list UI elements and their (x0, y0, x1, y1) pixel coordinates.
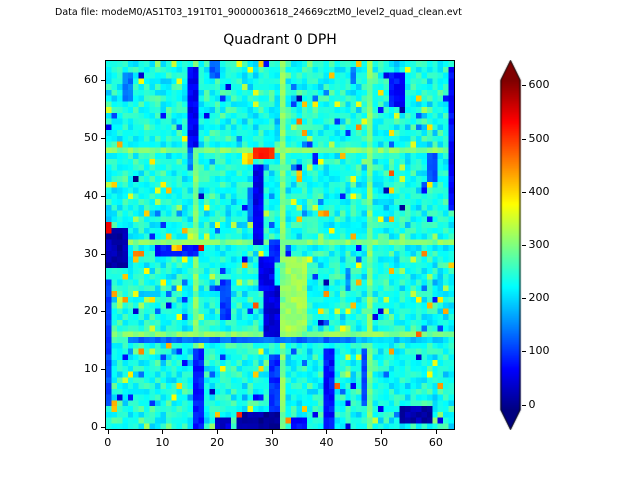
x-tick-mark (435, 430, 437, 434)
heatmap-canvas (106, 61, 454, 429)
y-tick-mark (101, 311, 105, 313)
colorbar-tick-label: 600 (528, 78, 550, 92)
x-tick-label: 10 (155, 436, 170, 449)
colorbar-tick-mark (521, 404, 526, 406)
colorbar-tick-label: 0 (528, 397, 536, 411)
y-tick-mark (101, 369, 105, 371)
datafile-label: Data file: modeM0/AS1T03_191T01_90000036… (55, 7, 462, 18)
y-tick-label: 60 (84, 73, 98, 87)
y-tick-mark (101, 253, 105, 255)
x-tick-mark (381, 430, 383, 434)
y-tick-label: 0 (91, 420, 98, 434)
x-tick-mark (326, 430, 328, 434)
colorbar-tick-mark (521, 351, 526, 353)
x-tick-mark (107, 430, 109, 434)
y-tick-label: 50 (84, 131, 98, 145)
colorbar-tick-label: 400 (528, 184, 550, 198)
x-tick-label: 0 (104, 436, 112, 449)
colorbar-tick-label: 100 (528, 344, 550, 358)
y-tick-mark (101, 138, 105, 140)
y-tick-label: 40 (84, 188, 98, 202)
x-tick-mark (217, 430, 219, 434)
y-tick-mark (101, 80, 105, 82)
colorbar-tick-mark (521, 85, 526, 87)
plot-area (105, 60, 455, 430)
y-tick-label: 20 (84, 304, 98, 318)
x-tick-mark (271, 430, 273, 434)
colorbar-canvas (498, 60, 524, 430)
colorbar-tick-mark (521, 245, 526, 246)
x-tick-label: 30 (264, 436, 279, 449)
x-tick-mark (162, 430, 164, 434)
plot-title: Quadrant 0 DPH (223, 32, 337, 48)
y-tick-mark (101, 195, 105, 197)
colorbar-tick-mark (521, 298, 526, 300)
x-tick-label: 50 (374, 436, 389, 449)
y-tick-label: 30 (84, 246, 98, 260)
y-tick-mark (101, 427, 105, 429)
colorbar-tick-mark (521, 191, 526, 193)
y-tick-label: 10 (84, 362, 98, 376)
colorbar-tick-label: 200 (528, 291, 550, 305)
colorbar-tick-label: 300 (528, 238, 550, 251)
x-tick-label: 60 (428, 436, 443, 449)
x-tick-label: 40 (319, 436, 334, 449)
colorbar-tick-mark (521, 138, 526, 140)
colorbar-tick-label: 500 (528, 131, 550, 145)
x-tick-label: 20 (210, 436, 225, 449)
